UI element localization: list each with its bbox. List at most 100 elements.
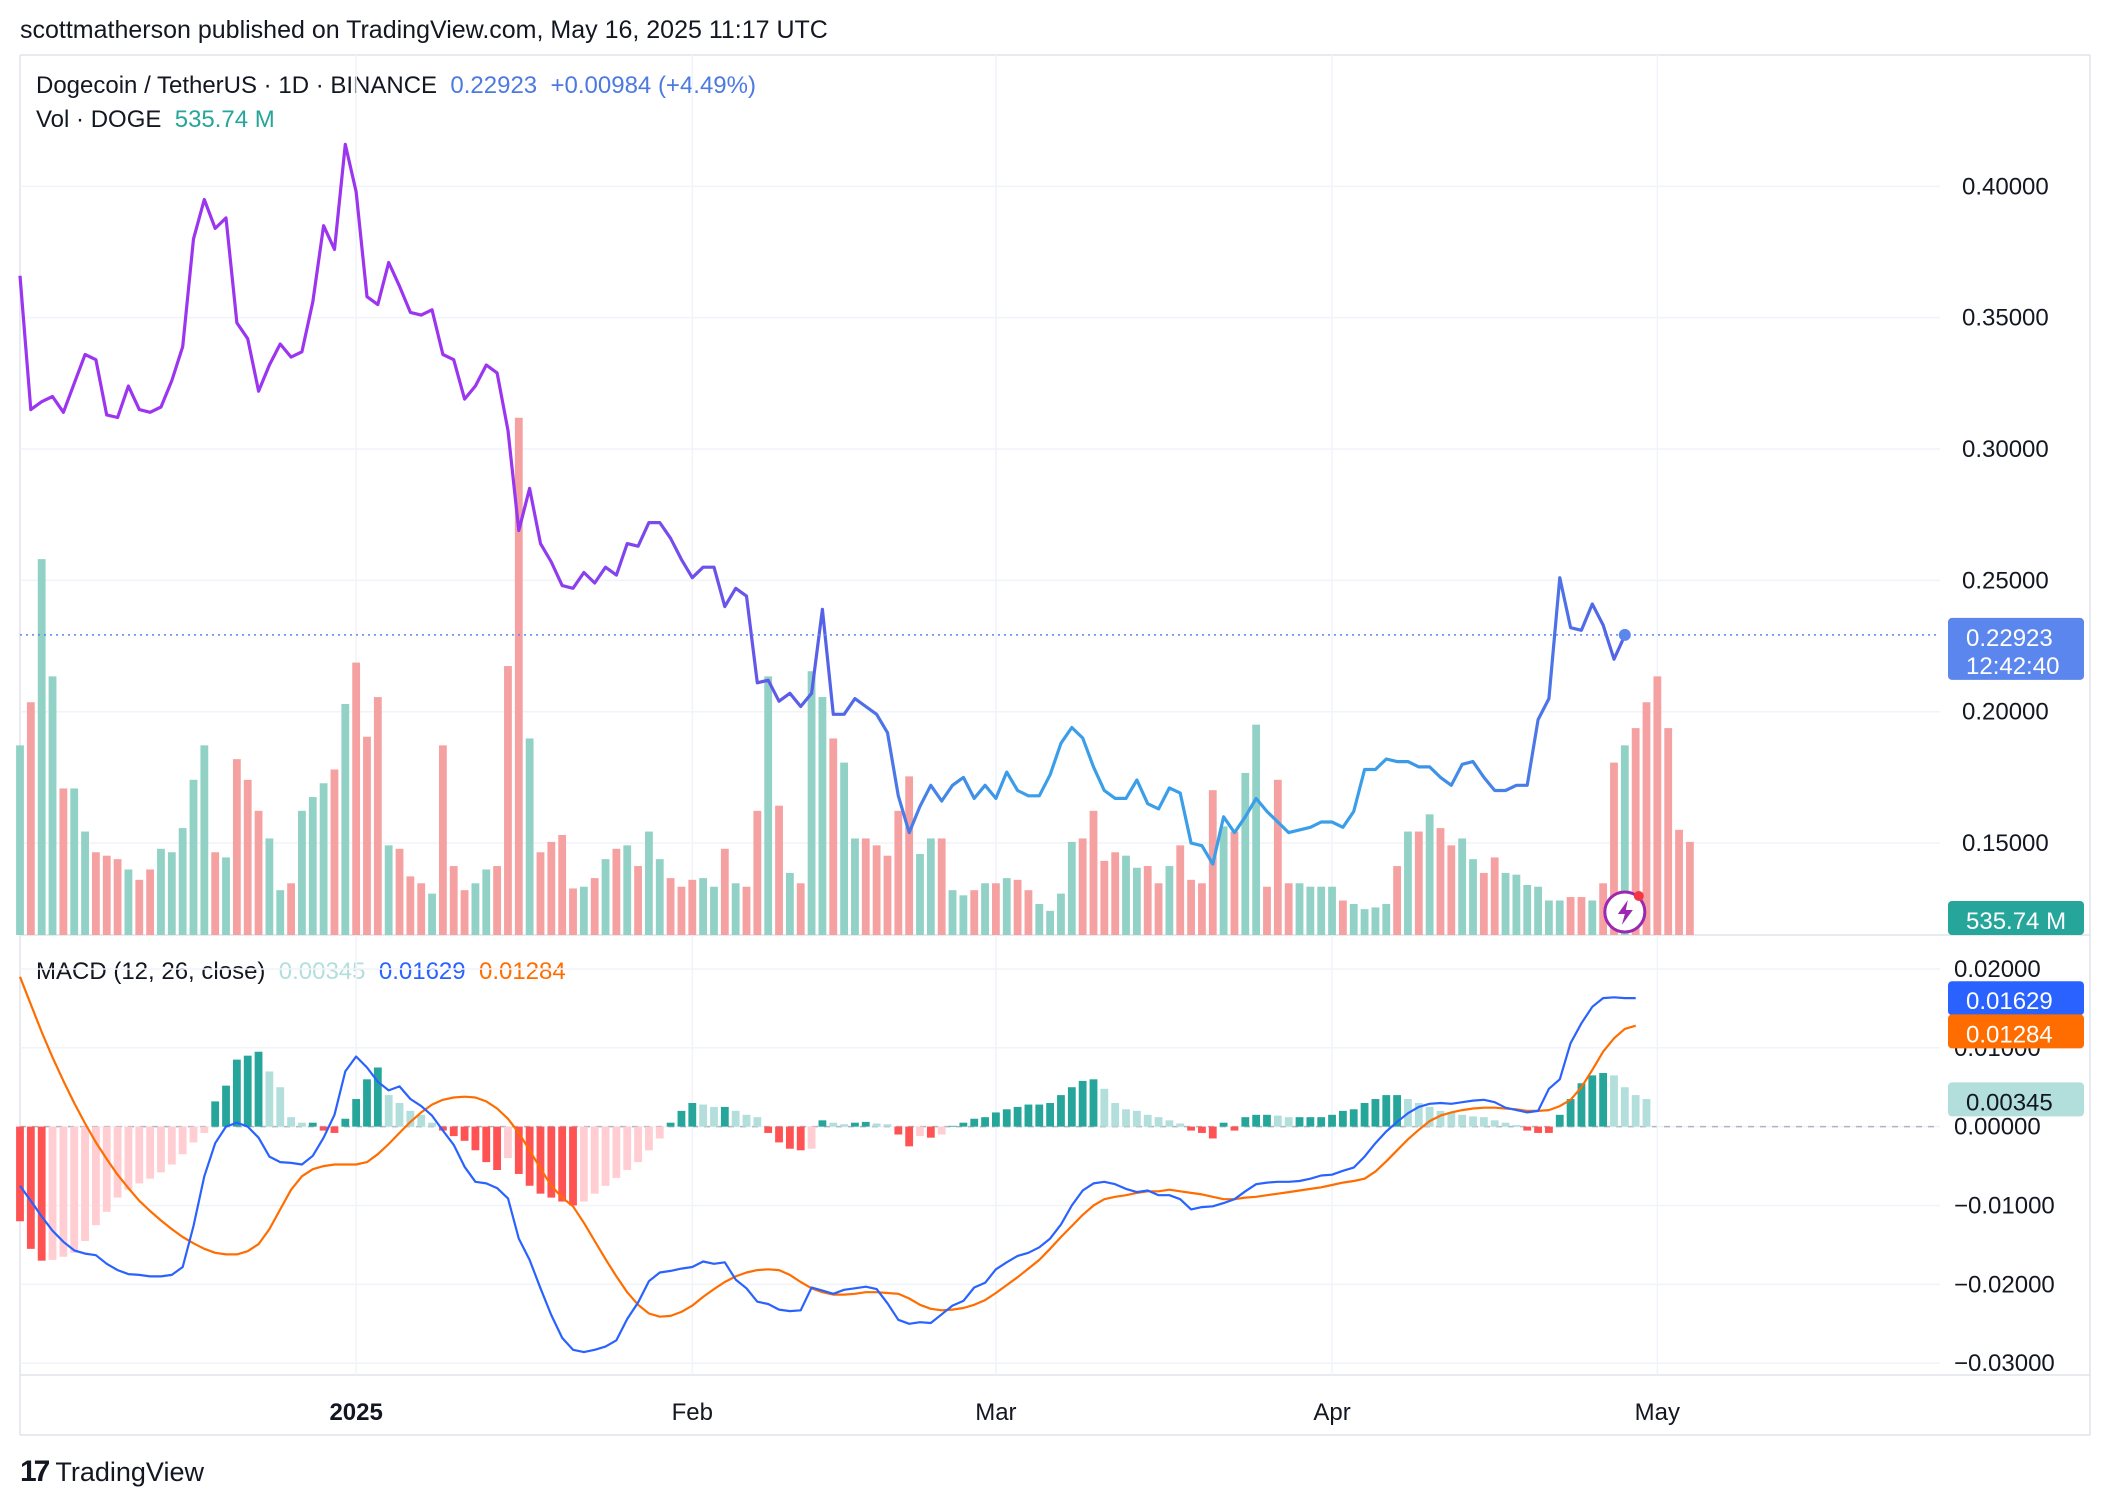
macd-hist-bar <box>26 1126 35 1249</box>
macd-hist-bar <box>1317 1117 1326 1127</box>
macd-hist-bar <box>1208 1126 1217 1139</box>
macd-hist-bar <box>1642 1099 1651 1127</box>
volume-bar <box>1479 872 1488 935</box>
macd-hist-bar <box>1436 1110 1445 1127</box>
volume-bar <box>796 883 805 935</box>
volume-bar <box>558 835 567 935</box>
macd-hist-bar <box>1620 1087 1629 1127</box>
macd-hist-bar <box>1360 1102 1369 1127</box>
signal-badge-text: 0.01284 <box>1966 1021 2053 1048</box>
macd-hist-bar <box>135 1126 144 1184</box>
price-tick-label: 0.40000 <box>1962 173 2049 200</box>
footer-brand[interactable]: 17 TradingView <box>20 1455 204 1489</box>
macd-hist-bar <box>16 1126 24 1222</box>
macd-line <box>19 996 1636 1354</box>
volume-bar <box>81 831 89 935</box>
volume-bar <box>1523 885 1532 935</box>
macd-hist-bar <box>1132 1110 1141 1127</box>
volume-bar <box>1176 845 1185 935</box>
macd-histogram <box>16 1051 1651 1261</box>
brand-name: TradingView <box>55 1456 204 1487</box>
macd-hist-bar <box>167 1126 176 1165</box>
macd-hist-bar <box>1143 1114 1152 1127</box>
volume-bar <box>710 886 718 935</box>
macd-tick-label: −0.01000 <box>1954 1192 2055 1219</box>
symbol-title[interactable]: Dogecoin / TetherUS · 1D · BINANCE <box>36 72 438 99</box>
macd-hist-bar <box>200 1126 209 1133</box>
macd-hist-bar <box>981 1117 989 1127</box>
volume-bar <box>720 848 729 935</box>
volume-bar <box>1122 855 1130 935</box>
volume-bar <box>688 879 697 935</box>
macd-hist-bar <box>1263 1114 1271 1127</box>
volume-bar <box>1067 841 1076 935</box>
volume-badge-text: 535.74 M <box>1966 908 2066 935</box>
macd-hist-bar <box>308 1122 317 1127</box>
volume-bar <box>948 890 957 935</box>
macd-hist-bar <box>504 1126 512 1159</box>
macd-hist-bar <box>916 1126 924 1137</box>
volume-value: 535.74 M <box>174 106 275 133</box>
legend-change: +0.00984 (+4.49%) <box>550 72 757 99</box>
macd-hist-bar <box>1414 1102 1423 1127</box>
macd-hist-bar <box>352 1099 361 1127</box>
macd-hist-bar <box>1425 1106 1434 1127</box>
price-line <box>18 142 1940 934</box>
axes: 0.40000 0.35000 0.30000 0.25000 0.20000 0.150… <box>329 173 2054 1426</box>
macd-signal-value: 0.01284 <box>478 958 566 985</box>
macd-hist-bar <box>406 1110 415 1127</box>
volume-bar <box>471 883 480 935</box>
volume-bar <box>1057 893 1065 935</box>
macd-hist-bar <box>1111 1102 1120 1127</box>
macd-hist-bar <box>525 1126 534 1186</box>
macd-hist-bar <box>189 1126 198 1143</box>
macd-hist-bar <box>807 1126 816 1149</box>
macd-hist-bar <box>1198 1126 1206 1133</box>
volume-title[interactable]: Vol · DOGE <box>36 106 162 133</box>
macd-hist-bar <box>243 1055 252 1127</box>
volume-bar <box>406 876 415 935</box>
volume-bar <box>1338 900 1347 935</box>
volume-bar <box>1458 838 1467 935</box>
volume-bar <box>1566 897 1575 935</box>
macd-hist-bar <box>818 1120 827 1127</box>
volume-bar <box>1143 866 1152 935</box>
volume-bar <box>1013 879 1022 935</box>
macd-hist-bar <box>1523 1126 1532 1131</box>
volume-bar <box>1404 831 1412 935</box>
volume-bar <box>677 886 686 935</box>
volume-bar <box>1436 828 1445 935</box>
price-tick-label: 0.15000 <box>1962 830 2049 857</box>
volume-bar <box>1393 866 1402 935</box>
macd-hist-bar <box>48 1126 57 1260</box>
macd-hist-bar <box>373 1067 382 1127</box>
macd-hist-bar <box>731 1110 740 1127</box>
volume-bar <box>1512 874 1521 935</box>
macd-hist-bar <box>1469 1116 1477 1127</box>
volume-bar <box>1046 910 1055 935</box>
volume-bar <box>1349 903 1358 935</box>
grid <box>19 54 2091 1436</box>
volume-bar <box>1219 826 1228 935</box>
macd-title[interactable]: MACD (12, 26, close) <box>36 958 266 985</box>
time-tick-label: Feb <box>672 1399 713 1426</box>
volume-bar <box>1490 857 1499 935</box>
macd-hist-bar <box>1610 1075 1618 1127</box>
volume-bar <box>417 883 426 935</box>
macd-hist-bar <box>276 1087 285 1127</box>
macd-hist-bar <box>883 1124 892 1127</box>
time-tick-label: Mar <box>975 1399 1016 1426</box>
volume-bar <box>1414 831 1423 935</box>
volume-bar <box>265 838 274 935</box>
macd-hist-bar <box>1035 1104 1044 1127</box>
macd-hist-bar <box>1555 1114 1564 1127</box>
macd-hist-bar <box>92 1126 100 1226</box>
volume-badge: 535.74 M <box>1948 901 2084 935</box>
volume-bar <box>438 745 447 935</box>
macd-hist-bar <box>742 1114 751 1127</box>
macd-hist-bar <box>590 1126 599 1194</box>
time-tick-label: May <box>1635 1399 1680 1426</box>
volume-bar <box>634 866 642 935</box>
